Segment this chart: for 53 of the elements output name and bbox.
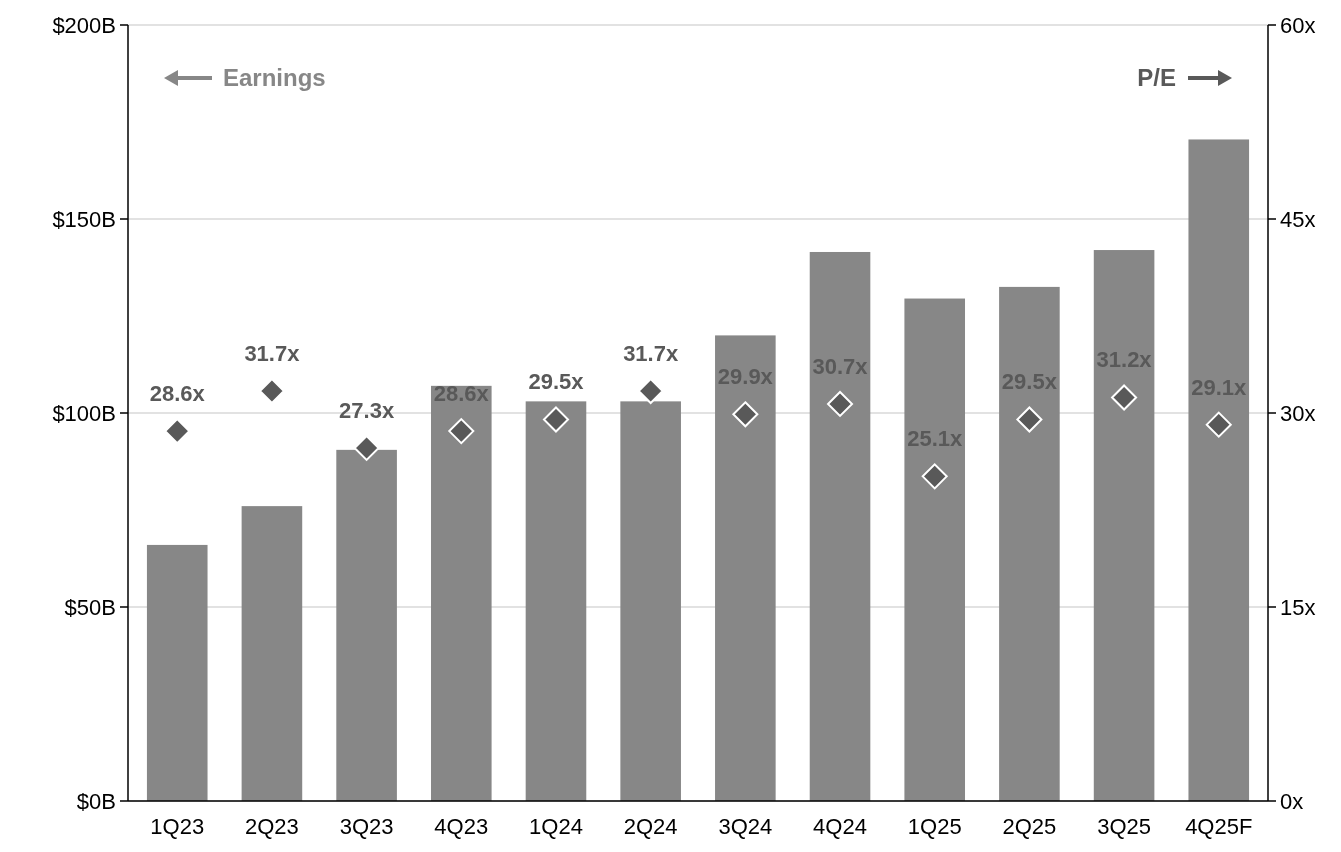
y2-tick-label: 45x (1280, 206, 1316, 232)
bar (146, 544, 208, 801)
point (637, 378, 664, 405)
point (827, 390, 854, 417)
x-tick-label: 1Q24 (529, 814, 583, 839)
data-label: 31.7x (623, 341, 679, 367)
bar (1188, 139, 1250, 801)
x-tick-label: 4Q25F (1185, 814, 1253, 839)
point (353, 434, 380, 461)
bar (904, 298, 966, 801)
bar (715, 335, 776, 801)
point (258, 378, 285, 405)
y-tick-label: $100B (52, 400, 116, 426)
x-tick-label: 3Q24 (718, 814, 773, 839)
x-tick-label: 3Q23 (339, 814, 394, 839)
point (1205, 411, 1232, 438)
point (921, 463, 948, 490)
bar (1093, 250, 1155, 801)
x-tick-label: 4Q24 (813, 814, 867, 839)
y-tick-label: $200B (52, 12, 116, 38)
bar (241, 506, 303, 801)
y2-tick-label: 30x (1280, 400, 1316, 426)
bar (525, 401, 587, 801)
bar (336, 449, 397, 801)
x-tick-label: 1Q25 (907, 814, 962, 839)
annotation: Earnings (223, 64, 326, 92)
point (448, 418, 475, 445)
data-label: 31.7x (244, 341, 301, 367)
x-tick-label: 2Q23 (245, 814, 299, 839)
x-tick-label: 3Q25 (1097, 814, 1151, 839)
y2-tick-label: 15x (1280, 594, 1316, 620)
point (1016, 406, 1043, 433)
y-tick-label: $0B (76, 788, 116, 814)
y2-tick-label: 60x (1280, 12, 1316, 38)
x-tick-label: 4Q23 (434, 814, 489, 839)
data-label: 28.6x (149, 381, 206, 407)
bar (430, 385, 492, 801)
point (1111, 384, 1138, 411)
bar (999, 286, 1060, 801)
y-tick-label: $50B (64, 594, 116, 620)
x-tick-label: 2Q25 (1002, 814, 1057, 839)
data-label: 29.5x (528, 369, 585, 395)
point (164, 418, 191, 445)
bar (620, 401, 681, 801)
y-tick-label: $150B (52, 206, 116, 232)
x-tick-label: 1Q23 (150, 814, 205, 839)
data-label: 27.3x (339, 397, 395, 423)
y2-tick-label: 0x (1280, 788, 1304, 814)
point (732, 401, 759, 428)
x-tick-label: 2Q24 (623, 814, 678, 839)
bar (809, 251, 871, 801)
annotation: P/E (1137, 64, 1176, 92)
point (542, 406, 569, 433)
